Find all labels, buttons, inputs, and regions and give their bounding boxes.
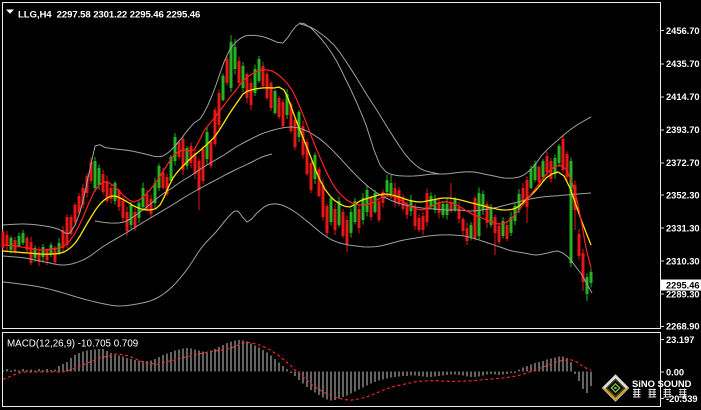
svg-text:2352.30: 2352.30: [666, 190, 700, 200]
svg-text:2393.70: 2393.70: [666, 125, 700, 135]
svg-text:2372.70: 2372.70: [666, 158, 700, 168]
svg-text:0.00: 0.00: [666, 367, 684, 377]
svg-text:2414.70: 2414.70: [666, 92, 700, 102]
svg-text:2435.70: 2435.70: [666, 59, 700, 69]
svg-text:2268.90: 2268.90: [666, 322, 700, 332]
svg-text:2331.30: 2331.30: [666, 223, 700, 233]
svg-text:MACD(12,26,9) -10.705 0.709: MACD(12,26,9) -10.705 0.709: [7, 339, 138, 350]
svg-text:2295.46: 2295.46: [666, 281, 700, 291]
svg-text:SiNO SOUND: SiNO SOUND: [632, 378, 692, 389]
svg-text:2310.30: 2310.30: [666, 256, 700, 266]
svg-text:-20.539: -20.539: [666, 394, 698, 404]
svg-text:2456.70: 2456.70: [666, 26, 700, 36]
svg-text:2289.30: 2289.30: [666, 290, 700, 300]
svg-text:23.197: 23.197: [666, 335, 694, 345]
svg-text:LLG,H4 2297.58 2301.22 2295.4: LLG,H4 2297.58 2301.22 2295.46 2295.46: [18, 10, 200, 21]
